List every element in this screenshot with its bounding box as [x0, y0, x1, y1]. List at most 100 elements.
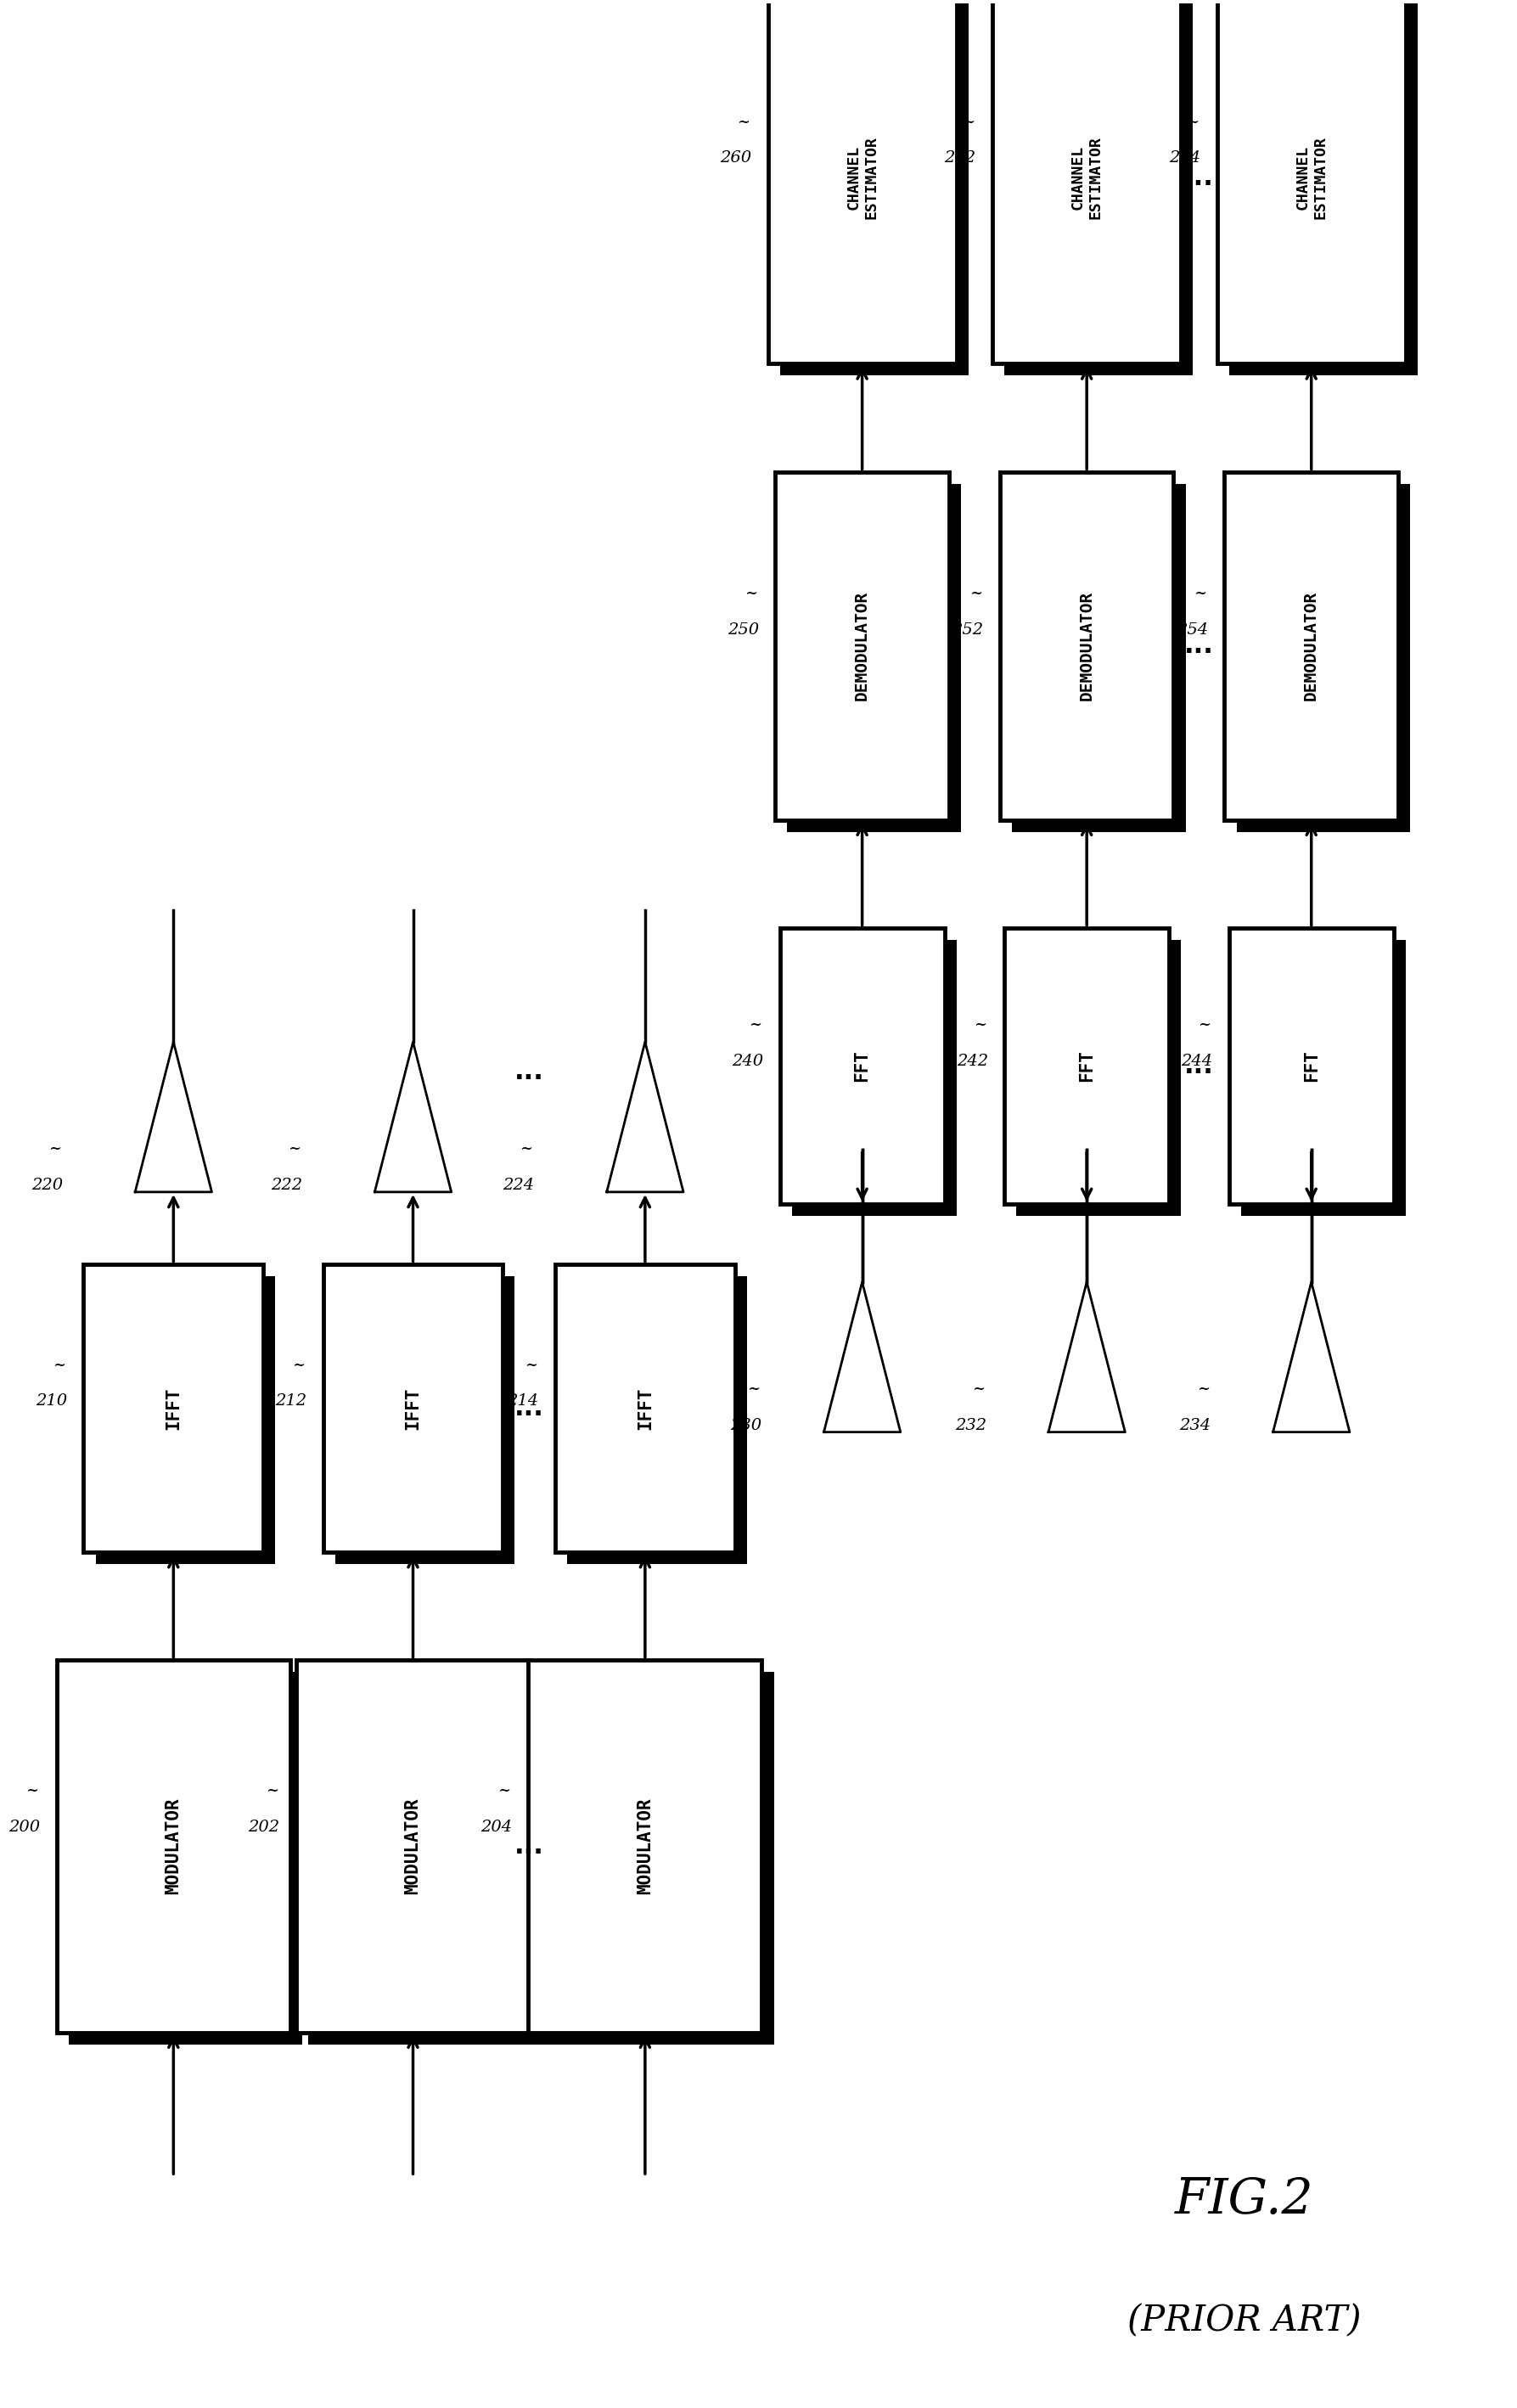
Text: ~: ~ — [748, 1382, 760, 1397]
Text: ~: ~ — [265, 1782, 278, 1799]
Text: 254: 254 — [1177, 621, 1208, 638]
Bar — [56, 1659, 290, 2032]
Text: 240: 240 — [731, 1052, 763, 1069]
Text: ~: ~ — [520, 1141, 532, 1156]
Bar — [335, 1276, 514, 1565]
Bar — [68, 1671, 302, 2044]
Text: 212: 212 — [275, 1394, 306, 1409]
Text: ...: ... — [514, 1060, 543, 1084]
Text: (PRIOR ART): (PRIOR ART) — [1127, 2302, 1361, 2338]
Text: ...: ... — [1185, 1055, 1214, 1079]
Polygon shape — [824, 1281, 901, 1433]
Bar — [1000, 472, 1174, 819]
Bar — [567, 1276, 746, 1565]
Text: ...: ... — [1185, 633, 1214, 657]
Text: FFT: FFT — [854, 1050, 871, 1081]
Polygon shape — [375, 1043, 452, 1192]
Text: ~: ~ — [737, 113, 749, 130]
Text: IFFT: IFFT — [405, 1387, 422, 1430]
Text: 260: 260 — [721, 152, 751, 166]
Bar — [83, 1264, 264, 1553]
Text: 220: 220 — [32, 1178, 62, 1192]
Text: MODULATOR: MODULATOR — [165, 1799, 182, 1895]
Polygon shape — [135, 1043, 212, 1192]
Bar — [1004, 927, 1170, 1204]
Bar — [1224, 472, 1399, 819]
Bar — [308, 1671, 542, 2044]
Text: DEMODULATOR: DEMODULATOR — [1303, 590, 1320, 701]
Text: ~: ~ — [1186, 113, 1198, 130]
Text: ~: ~ — [49, 1141, 61, 1156]
Bar — [528, 1659, 762, 2032]
Text: CHANNEL
ESTIMATOR: CHANNEL ESTIMATOR — [1296, 137, 1327, 219]
Bar — [323, 1264, 502, 1553]
Bar — [1229, 2, 1418, 376]
Text: ~: ~ — [969, 585, 981, 602]
Bar — [540, 1671, 774, 2044]
Bar — [296, 1659, 529, 2032]
Text: ~: ~ — [745, 585, 757, 602]
Bar — [787, 484, 960, 831]
Polygon shape — [607, 1043, 683, 1192]
Bar — [1241, 939, 1406, 1216]
Text: ~: ~ — [26, 1782, 39, 1799]
Text: 222: 222 — [270, 1178, 302, 1192]
Bar — [1012, 484, 1186, 831]
Text: CHANNEL
ESTIMATOR: CHANNEL ESTIMATOR — [1071, 137, 1103, 219]
Text: 262: 262 — [945, 152, 975, 166]
Text: 202: 202 — [249, 1818, 279, 1835]
Text: DEMODULATOR: DEMODULATOR — [854, 590, 871, 701]
Text: 210: 210 — [35, 1394, 67, 1409]
Text: IFFT: IFFT — [637, 1387, 654, 1430]
Text: 224: 224 — [502, 1178, 534, 1192]
Text: MODULATOR: MODULATOR — [637, 1799, 654, 1895]
Text: FIG.2: FIG.2 — [1174, 2177, 1314, 2225]
Bar — [780, 927, 945, 1204]
Polygon shape — [1048, 1281, 1126, 1433]
Text: 234: 234 — [1180, 1418, 1211, 1433]
Text: ...: ... — [514, 1835, 543, 1859]
Text: ~: ~ — [1194, 585, 1206, 602]
Text: 242: 242 — [956, 1052, 988, 1069]
Text: IFFT: IFFT — [165, 1387, 182, 1430]
Text: ~: ~ — [525, 1358, 537, 1373]
Text: ~: ~ — [972, 1382, 985, 1397]
Text: ~: ~ — [962, 113, 974, 130]
Text: 252: 252 — [953, 621, 983, 638]
Text: 232: 232 — [954, 1418, 986, 1433]
Bar — [1016, 939, 1182, 1216]
Text: MODULATOR: MODULATOR — [405, 1799, 422, 1895]
Bar — [1229, 927, 1394, 1204]
Text: 264: 264 — [1170, 152, 1200, 166]
Bar — [780, 2, 968, 376]
Bar — [775, 472, 950, 819]
Text: 244: 244 — [1182, 1052, 1212, 1069]
Text: FFT: FFT — [1303, 1050, 1320, 1081]
Text: ~: ~ — [974, 1016, 986, 1033]
Bar — [992, 0, 1182, 364]
Text: DEMODULATOR: DEMODULATOR — [1079, 590, 1095, 701]
Text: ~: ~ — [1197, 1382, 1209, 1397]
Bar — [1217, 0, 1406, 364]
Text: ...: ... — [514, 1397, 543, 1421]
Text: ~: ~ — [1198, 1016, 1211, 1033]
Text: CHANNEL
ESTIMATOR: CHANNEL ESTIMATOR — [845, 137, 878, 219]
Bar — [768, 0, 957, 364]
Text: 250: 250 — [727, 621, 758, 638]
Text: 204: 204 — [481, 1818, 511, 1835]
Bar — [555, 1264, 734, 1553]
Text: ~: ~ — [53, 1358, 65, 1373]
Text: ...: ... — [1185, 166, 1214, 190]
Bar — [1004, 2, 1192, 376]
Text: ~: ~ — [288, 1141, 300, 1156]
Text: 214: 214 — [507, 1394, 539, 1409]
Text: ~: ~ — [749, 1016, 762, 1033]
Bar — [96, 1276, 275, 1565]
Bar — [792, 939, 957, 1216]
Text: ~: ~ — [293, 1358, 305, 1373]
Text: FFT: FFT — [1079, 1050, 1095, 1081]
Bar — [1236, 484, 1411, 831]
Text: 200: 200 — [9, 1818, 39, 1835]
Text: ~: ~ — [498, 1782, 510, 1799]
Polygon shape — [1273, 1281, 1350, 1433]
